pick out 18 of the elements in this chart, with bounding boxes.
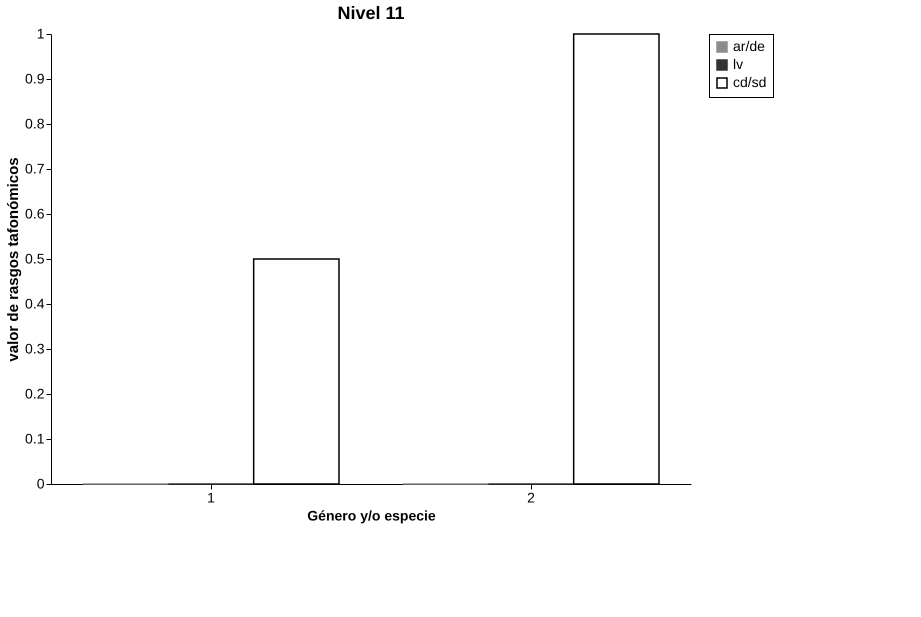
- chart-title: Nivel 11: [337, 3, 405, 23]
- y-tick-label: 0: [36, 476, 45, 492]
- y-tick-label: 0.8: [25, 116, 45, 132]
- legend-label: ar/de: [733, 38, 766, 54]
- x-tick-label: 2: [527, 490, 536, 506]
- y-tick-label: 0.4: [25, 296, 45, 312]
- x-axis-title: Género y/o especie: [307, 508, 436, 524]
- legend-label: cd/sd: [733, 74, 766, 90]
- legend-label: lv: [733, 56, 744, 72]
- y-tick-label: 0.7: [25, 160, 45, 176]
- y-tick-label: 0.1: [25, 430, 45, 446]
- y-tick-label: 0.3: [25, 340, 45, 356]
- y-tick-label: 0.5: [25, 250, 45, 266]
- y-tick-label: 0.9: [25, 70, 45, 86]
- y-tick-label: 0.2: [25, 386, 45, 402]
- y-tick-label: 0.6: [25, 206, 45, 222]
- y-axis-title: valor de rasgos tafonómicos: [5, 157, 22, 362]
- y-tick-label: 1: [36, 26, 45, 42]
